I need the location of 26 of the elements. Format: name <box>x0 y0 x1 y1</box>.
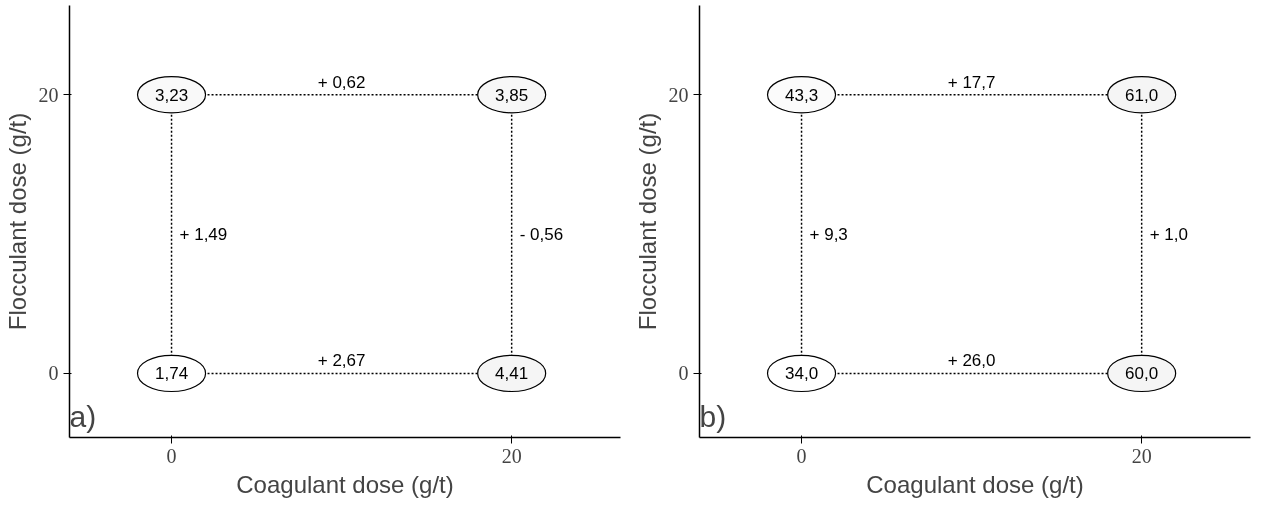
data-label: 1,74 <box>154 364 189 384</box>
annotation: a) <box>69 399 97 433</box>
annotation: + 17,7 <box>947 72 996 92</box>
annotation: - 0,56 <box>519 224 564 244</box>
annotation: + 1,49 <box>179 224 228 244</box>
data-label: 4,41 <box>495 364 529 384</box>
data-label: 60,0 <box>1125 364 1159 384</box>
x-axis-title: Coagulant dose (g/t) <box>866 470 1084 498</box>
annotation: + 9,3 <box>809 224 848 244</box>
annotation: b) <box>699 399 727 433</box>
annotation: + 0,62 <box>317 72 366 92</box>
annotation: + 26,0 <box>947 351 996 371</box>
annotation: + 2,67 <box>317 351 366 371</box>
data-label: 61,0 <box>1125 85 1159 105</box>
x-axis-title: Coagulant dose (g/t) <box>236 470 454 498</box>
annotation: + 1,0 <box>1149 224 1188 244</box>
data-label: 34,0 <box>784 364 819 384</box>
x-tick-label: 0 <box>796 444 807 467</box>
data-label: 3,23 <box>154 85 189 105</box>
x-tick-label: 20 <box>501 444 522 467</box>
data-label: 43,3 <box>784 85 819 105</box>
y-axis-title: Flocculant dose (g/t) <box>3 112 31 331</box>
y-axis-title: Flocculant dose (g/t) <box>633 112 661 331</box>
x-tick-label: 20 <box>1131 444 1152 467</box>
data-label: 3,85 <box>495 85 529 105</box>
x-tick-label: 0 <box>166 444 177 467</box>
